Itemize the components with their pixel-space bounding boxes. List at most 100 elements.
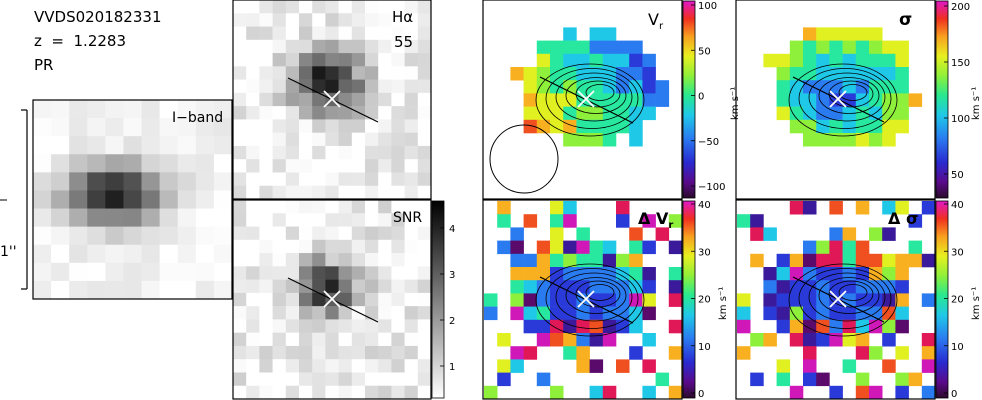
map-pixel (563, 253, 577, 268)
map-pixel (816, 333, 830, 347)
map-pixel (417, 119, 432, 133)
map-pixel (497, 372, 511, 387)
map-pixel (737, 306, 751, 321)
map-pixel (629, 306, 643, 321)
map-pixel (776, 53, 791, 68)
map-pixel (351, 372, 366, 387)
map-pixel (855, 201, 870, 215)
sigma-center-cross (829, 90, 847, 108)
map-pixel (523, 319, 538, 334)
map-pixel (417, 359, 432, 373)
map-pixel (325, 13, 339, 27)
map-pixel (272, 319, 287, 333)
colorbar-tick-label: 0 (698, 92, 704, 103)
map-pixel (233, 213, 247, 227)
map-pixel (123, 208, 142, 227)
colorbar-tick-label: 3 (449, 270, 455, 281)
map-pixel (195, 280, 215, 300)
map-pixel (391, 385, 405, 400)
map-pixel (233, 332, 247, 347)
map-pixel (365, 226, 379, 241)
map-pixel (141, 190, 160, 209)
map-pixel (259, 306, 273, 320)
map-pixel (536, 280, 551, 294)
map-pixel (869, 67, 883, 81)
map-pixel (642, 306, 656, 321)
map-pixel (776, 280, 791, 294)
map-pixel (895, 253, 909, 268)
map-pixel (285, 79, 300, 94)
map-pixel (510, 227, 524, 241)
map-pixel (312, 53, 326, 67)
map-pixel (177, 262, 197, 282)
map-pixel (123, 226, 142, 246)
map-pixel (869, 293, 883, 307)
map-pixel (233, 306, 247, 320)
map-pixel (312, 226, 326, 241)
map-pixel (351, 239, 366, 254)
map-pixel (285, 319, 300, 333)
scale-bar (0, 109, 28, 290)
map-pixel (338, 39, 353, 54)
map-pixel (246, 106, 260, 120)
map-pixel (246, 372, 260, 387)
contour-line (585, 84, 615, 101)
map-pixel (338, 92, 353, 107)
map-pixel (69, 262, 88, 282)
map-pixel (272, 119, 287, 133)
sigma-label: σ (899, 10, 912, 30)
map-pixel (51, 262, 70, 282)
map-pixel (365, 345, 379, 360)
map-pixel (338, 372, 353, 387)
map-pixel (842, 67, 857, 81)
map-pixel (233, 79, 247, 94)
map-pixel (404, 266, 419, 280)
map-pixel (51, 136, 70, 155)
map-pixel (177, 172, 197, 191)
map-pixel (272, 266, 287, 280)
map-pixel (829, 106, 843, 121)
map-pixel (497, 359, 511, 373)
map-pixel (285, 159, 300, 173)
map-pixel (629, 346, 643, 360)
map-pixel (177, 208, 197, 227)
map-pixel (259, 79, 273, 94)
contour-line (555, 72, 633, 122)
map-pixel (177, 118, 197, 137)
map-pixel (285, 372, 300, 387)
map-pixel (33, 154, 52, 173)
map-pixel (299, 385, 313, 400)
map-pixel (789, 333, 804, 347)
map-pixel (616, 293, 630, 307)
map-pixel (642, 359, 656, 373)
map-pixel (285, 172, 300, 187)
colorbar-tick-label: 4 (449, 224, 455, 235)
map-pixel (417, 385, 432, 400)
map-pixel (576, 333, 590, 347)
map-pixel (365, 279, 379, 294)
map-pixel (803, 306, 817, 321)
map-pixel (325, 172, 339, 187)
map-pixel (882, 227, 896, 241)
map-pixel (642, 67, 656, 81)
contour-line (535, 63, 645, 137)
map-pixel (378, 266, 392, 280)
map-pixel (550, 319, 564, 334)
map-pixel (869, 385, 883, 400)
map-pixel (312, 66, 326, 80)
map-pixel (325, 372, 339, 387)
map-pixel (829, 306, 843, 321)
map-pixel (233, 119, 247, 133)
map-pixel (351, 119, 366, 133)
map-pixel (404, 53, 419, 67)
map-pixel (510, 240, 524, 255)
map-pixel (312, 185, 326, 200)
map-pixel (51, 244, 70, 264)
map-pixel (195, 118, 215, 137)
map-pixel (629, 280, 643, 294)
map-pixel (642, 214, 656, 228)
vr-colorbar-ticks: 100 50 0 −50 −100 (691, 1, 725, 193)
map-pixel (351, 279, 366, 294)
map-pixel (417, 185, 432, 200)
map-pixel (325, 26, 339, 41)
